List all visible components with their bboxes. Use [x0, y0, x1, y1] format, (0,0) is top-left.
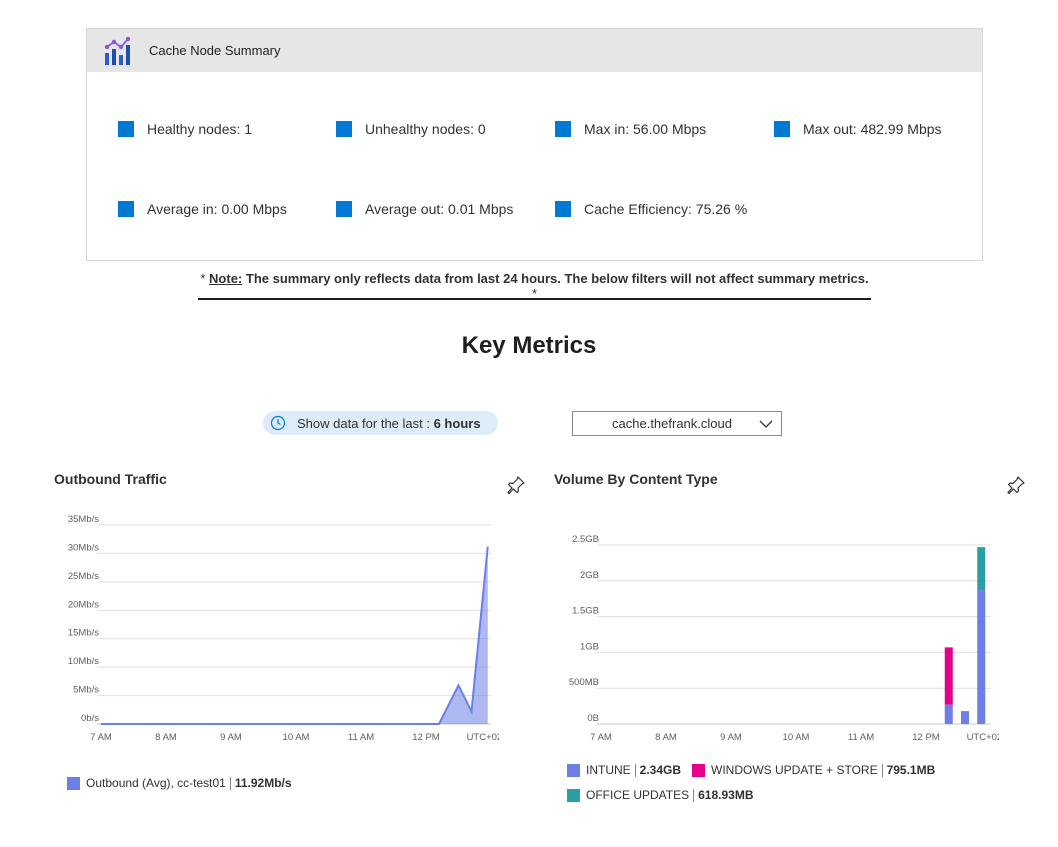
y-tick-label: 500MB	[569, 677, 599, 688]
metric-average-out: Average out: 0.01 Mbps	[336, 201, 513, 217]
x-tick-label: 8 AM	[655, 732, 677, 743]
legend-value: 618.93MB	[698, 788, 754, 802]
legend-label: OFFICE UPDATES	[586, 788, 690, 802]
y-tick-label: 2.5GB	[572, 535, 599, 545]
pin-icon[interactable]	[1006, 475, 1026, 495]
chevron-down-icon	[751, 419, 781, 429]
bar-segment-intune	[961, 711, 969, 724]
metric-max-in: Max in: 56.00 Mbps	[555, 121, 706, 137]
legend-item-office-updates[interactable]: OFFICE UPDATES 618.93MB	[567, 788, 754, 802]
x-tick-label: 12 PM	[412, 732, 440, 743]
y-tick-label: 30Mb/s	[68, 542, 99, 553]
outbound-area	[101, 546, 488, 724]
metric-square-icon	[336, 121, 352, 137]
metric-unhealthy-nodes: Unhealthy nodes: 0	[336, 121, 486, 137]
legend-item-intune[interactable]: INTUNE 2.34GB	[567, 763, 681, 777]
time-filter-label: Show data for the last :	[297, 415, 430, 431]
bar-segment-intune	[944, 704, 953, 724]
metric-label: Max in: 56.00 Mbps	[584, 121, 707, 137]
y-tick-label: 2GB	[580, 570, 599, 581]
y-tick-label: 15Mb/s	[68, 628, 99, 639]
metric-label: Unhealthy nodes: 0	[365, 121, 486, 137]
metric-label: Cache Efficiency: 75.26 %	[584, 201, 748, 217]
key-metrics-heading: Key Metrics	[461, 332, 597, 359]
chart-logo-icon	[104, 36, 131, 65]
x-tick-label: UTC+02:00	[967, 732, 999, 743]
note-suffix: *	[531, 286, 538, 301]
x-tick-label: 11 AM	[848, 732, 874, 743]
note-text: The summary only reflects data from last…	[245, 271, 869, 286]
pin-icon[interactable]	[506, 475, 526, 495]
y-tick-label: 35Mb/s	[68, 515, 99, 525]
volume-by-content-type-title: Volume By Content Type	[554, 471, 718, 487]
metric-label: Healthy nodes: 1	[147, 121, 253, 137]
outbound-traffic-chart: 35Mb/s 30Mb/s 25Mb/s 20Mb/s 15Mb/s 10Mb/s 5Mb/…	[68, 515, 499, 743]
note-label: Note:	[209, 271, 243, 286]
summary-header: Cache Node Summary	[87, 29, 982, 72]
legend-swatch	[567, 763, 580, 777]
summary-title: Cache Node Summary	[149, 43, 281, 58]
metric-square-icon	[118, 121, 134, 137]
metric-label: Max out: 482.99 Mbps	[803, 121, 942, 137]
volume-by-content-chart: 2.5GB 2GB 1.5GB 1GB 500MB 0B 7 AM 8 AM 9 AM 10 AM…	[569, 535, 999, 743]
legend-value: 795.1MB	[886, 763, 936, 777]
legend-swatch	[692, 763, 705, 777]
x-tick-label: 8 AM	[155, 732, 177, 743]
legend-label: Outbound (Avg), cc-test01	[86, 776, 226, 790]
y-tick-label: 5Mb/s	[73, 685, 99, 696]
outbound-line	[101, 546, 489, 725]
metric-label: Average out: 0.01 Mbps	[365, 201, 514, 217]
legend-separator	[881, 763, 883, 777]
legend-value: 2.34GB	[639, 763, 682, 777]
legend-value: 11.92Mb/s	[234, 776, 292, 790]
y-tick-label: 0B	[587, 713, 599, 724]
y-tick-label: 25Mb/s	[68, 571, 99, 582]
x-tick-label: UTC+02:00	[467, 732, 499, 743]
metric-average-in: Average in: 0.00 Mbps	[118, 201, 287, 217]
time-filter-value: 6 hours	[433, 415, 481, 431]
x-tick-label: 12 PM	[912, 732, 940, 743]
legend-item-outbound[interactable]: Outbound (Avg), cc-test01 11.92Mb/s	[67, 776, 292, 790]
y-tick-label: 1GB	[580, 641, 599, 652]
metric-square-icon	[555, 201, 571, 217]
legend-swatch	[67, 776, 80, 790]
y-tick-label: 20Mb/s	[68, 599, 99, 610]
y-tick-label: 0b/s	[81, 713, 99, 724]
metric-square-icon	[118, 201, 134, 217]
metric-healthy-nodes: Healthy nodes: 1	[118, 121, 252, 137]
clock-icon	[270, 415, 286, 431]
legend-label: INTUNE	[586, 763, 631, 777]
cache-node-summary-card: Cache Node Summary Healthy nodes: 1 Unhe…	[86, 28, 983, 261]
x-tick-label: 11 AM	[348, 732, 374, 743]
x-tick-label: 10 AM	[783, 732, 810, 743]
cache-node-dropdown[interactable]: cache.thefrank.cloud	[572, 411, 782, 436]
legend-separator	[634, 763, 636, 777]
outbound-traffic-title: Outbound Traffic	[54, 471, 167, 487]
metric-max-out: Max out: 482.99 Mbps	[774, 121, 942, 137]
y-tick-label: 10Mb/s	[68, 656, 99, 667]
legend-swatch	[567, 788, 580, 802]
bar-segment-office-updates	[977, 547, 986, 591]
legend-label: WINDOWS UPDATE + STORE	[711, 763, 878, 777]
cache-node-dropdown-value: cache.thefrank.cloud	[612, 416, 732, 431]
x-tick-label: 7 AM	[90, 732, 112, 743]
legend-separator	[693, 788, 695, 802]
x-tick-label: 9 AM	[720, 732, 742, 743]
metric-label: Average in: 0.00 Mbps	[147, 201, 287, 217]
bar-segment-intune	[977, 590, 986, 724]
legend-separator	[229, 776, 231, 790]
y-tick-label: 1.5GB	[572, 606, 599, 617]
summary-note: * Note: The summary only reflects data f…	[198, 271, 871, 301]
metric-square-icon	[336, 201, 352, 217]
bar-segment-windows-update-store	[944, 647, 953, 705]
metric-square-icon	[774, 121, 790, 137]
x-tick-label: 10 AM	[283, 732, 310, 743]
metric-square-icon	[555, 121, 571, 137]
x-tick-label: 9 AM	[220, 732, 242, 743]
note-prefix: *	[200, 271, 206, 286]
time-range-filter-button[interactable]: Show data for the last : 6 hours	[263, 411, 498, 435]
legend-item-windows-update[interactable]: WINDOWS UPDATE + STORE 795.1MB	[692, 763, 935, 777]
x-tick-label: 7 AM	[590, 732, 612, 743]
metric-cache-efficiency: Cache Efficiency: 75.26 %	[555, 201, 747, 217]
